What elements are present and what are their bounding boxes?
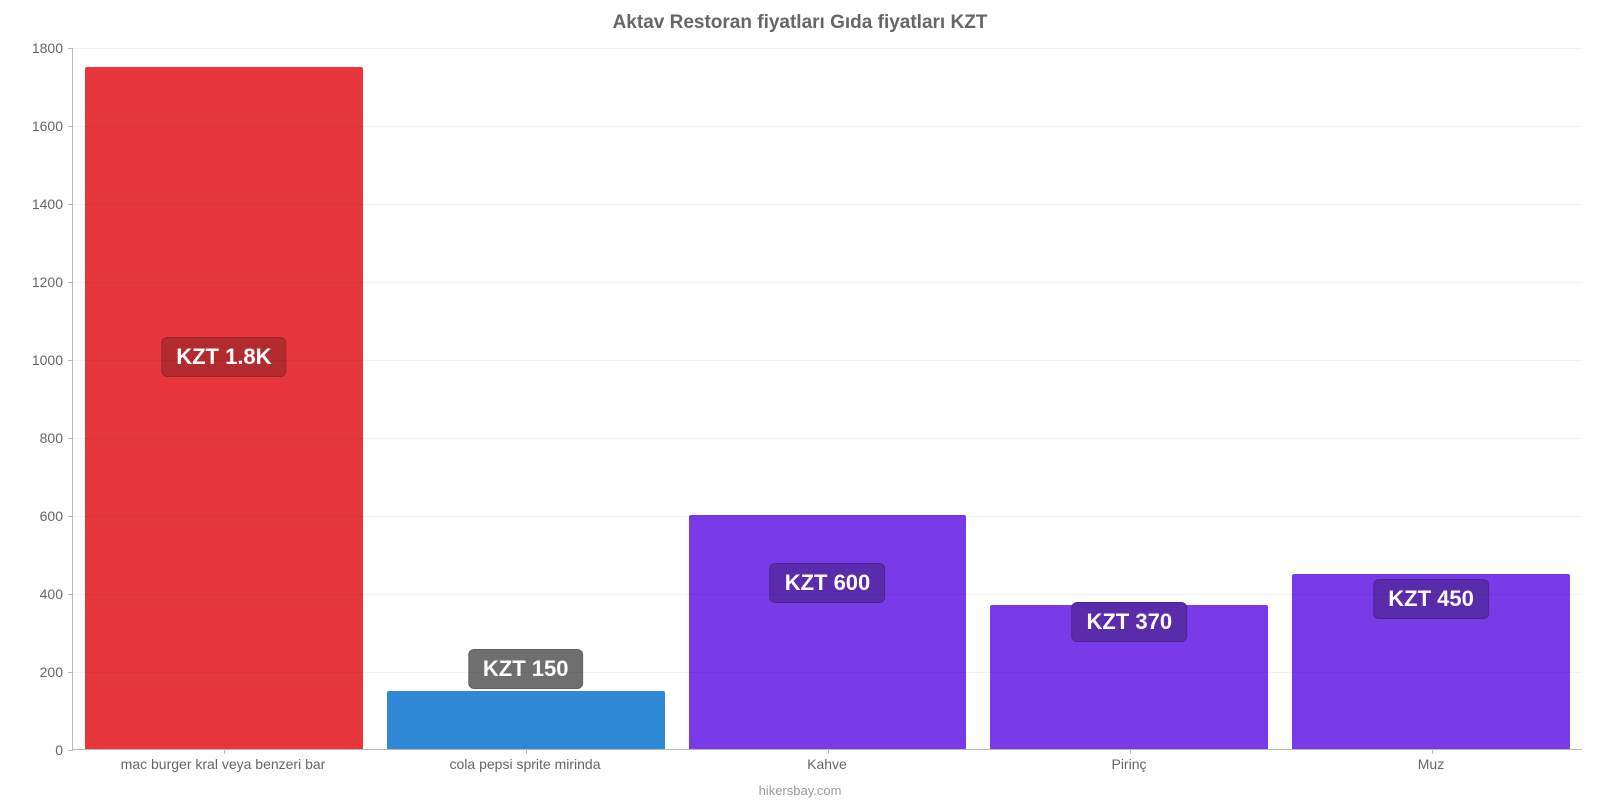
bar-slot: KZT 1.8K <box>73 48 375 749</box>
xtick-label: Kahve <box>676 752 978 772</box>
ytick-label: 1400 <box>13 196 73 212</box>
chart-title: Aktav Restoran fiyatları Gıda fiyatları … <box>0 12 1600 34</box>
xtick-label: mac burger kral veya benzeri bar <box>72 752 374 772</box>
gridline <box>73 204 1582 205</box>
ytick-label: 1200 <box>13 274 73 290</box>
gridline <box>73 360 1582 361</box>
gridline <box>73 516 1582 517</box>
ytick-label: 600 <box>13 508 73 524</box>
ytick-label: 200 <box>13 664 73 680</box>
gridline <box>73 282 1582 283</box>
gridline <box>73 594 1582 595</box>
bar: KZT 1.8K <box>85 67 363 750</box>
gridline <box>73 438 1582 439</box>
bar-value-label: KZT 450 <box>1373 579 1489 619</box>
bar-value-label: KZT 1.8K <box>161 337 286 377</box>
chart-footer: hikersbay.com <box>0 783 1600 798</box>
bar: KZT 370 <box>990 605 1268 749</box>
bars-container: KZT 1.8K KZT 150 KZT 600 KZT 370 KZT 450 <box>73 48 1582 749</box>
ytick-label: 1800 <box>13 40 73 56</box>
bar-slot: KZT 600 <box>677 48 979 749</box>
x-axis-labels: mac burger kral veya benzeri barcola pep… <box>72 752 1582 772</box>
bar: KZT 600 <box>689 515 967 749</box>
ytick-label: 1600 <box>13 118 73 134</box>
gridline <box>73 48 1582 49</box>
ytick-label: 1000 <box>13 352 73 368</box>
plot-area: KZT 1.8KKZT 150KZT 600KZT 370KZT 450 020… <box>72 48 1582 750</box>
xtick-label: Muz <box>1280 752 1582 772</box>
bar-slot: KZT 370 <box>978 48 1280 749</box>
bar-slot: KZT 150 <box>375 48 677 749</box>
bar: KZT 150 <box>387 691 665 750</box>
bar-slot: KZT 450 <box>1280 48 1582 749</box>
ytick-label: 0 <box>13 742 73 758</box>
gridline <box>73 672 1582 673</box>
ytick-label: 400 <box>13 586 73 602</box>
bar-value-label: KZT 370 <box>1071 602 1187 642</box>
bar-value-label: KZT 150 <box>468 649 584 689</box>
bar-value-label: KZT 600 <box>770 563 886 603</box>
gridline <box>73 126 1582 127</box>
bar: KZT 450 <box>1292 574 1570 750</box>
xtick-label: Pirinç <box>978 752 1280 772</box>
price-chart: Aktav Restoran fiyatları Gıda fiyatları … <box>0 0 1600 800</box>
ytick-label: 800 <box>13 430 73 446</box>
xtick-label: cola pepsi sprite mirinda <box>374 752 676 772</box>
